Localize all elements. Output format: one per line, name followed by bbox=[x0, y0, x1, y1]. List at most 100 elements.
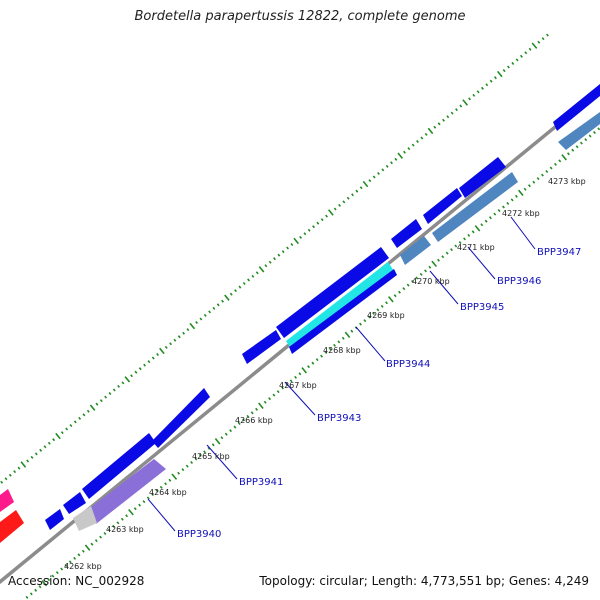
tick-dot bbox=[471, 230, 475, 234]
tick-dot bbox=[116, 521, 120, 525]
gene-arrow[interactable] bbox=[242, 330, 281, 364]
tick-dot bbox=[368, 179, 372, 183]
tick-dot bbox=[381, 168, 385, 172]
tick-dot bbox=[307, 228, 311, 232]
tick-dot bbox=[527, 184, 531, 188]
gene-arrow[interactable] bbox=[82, 433, 156, 499]
gene-label-bpp3945[interactable]: BPP3945 bbox=[460, 302, 504, 313]
tick-dot bbox=[60, 567, 64, 571]
tick-dot bbox=[420, 136, 424, 140]
tick-dot bbox=[112, 388, 116, 392]
leader-line bbox=[467, 246, 496, 280]
tick-dot bbox=[51, 574, 55, 578]
gene-arrow[interactable] bbox=[0, 510, 24, 543]
tick-dot bbox=[173, 338, 177, 342]
gene-label-bpp3943[interactable]: BPP3943 bbox=[317, 413, 361, 424]
gene-arrow[interactable] bbox=[286, 262, 394, 350]
tick-dot bbox=[60, 431, 64, 435]
tick-dot bbox=[566, 152, 570, 156]
tick-dot bbox=[531, 42, 538, 49]
tick-dot bbox=[155, 489, 159, 493]
tick-dot bbox=[47, 578, 51, 582]
outer-track-genes bbox=[0, 84, 600, 543]
tick-dot bbox=[77, 553, 81, 557]
tick-dot bbox=[128, 508, 134, 516]
tick-dot bbox=[238, 285, 242, 289]
tick-dot bbox=[246, 414, 250, 418]
tick-dot bbox=[524, 51, 528, 55]
tick-dot bbox=[255, 407, 259, 411]
tick-dot bbox=[397, 152, 404, 159]
gene-arrow[interactable] bbox=[400, 236, 431, 265]
tick-dot bbox=[333, 207, 337, 211]
tick-dot bbox=[182, 331, 186, 335]
scale-tick-label: 4267 kbp bbox=[279, 381, 317, 390]
tick-dot bbox=[34, 452, 38, 456]
gene-arrow[interactable] bbox=[558, 112, 600, 150]
tick-dot bbox=[493, 76, 497, 80]
tick-dot bbox=[480, 86, 484, 90]
gene-label-bpp3947[interactable]: BPP3947 bbox=[537, 247, 581, 258]
gene-label-bpp3940[interactable]: BPP3940 bbox=[177, 529, 221, 540]
gene-arrow[interactable] bbox=[423, 188, 462, 224]
tick-dot bbox=[78, 416, 82, 420]
tick-dot bbox=[65, 427, 69, 431]
tick-dot bbox=[268, 397, 272, 401]
tick-dot bbox=[29, 592, 33, 596]
tick-dot bbox=[13, 470, 17, 474]
tick-dot bbox=[281, 386, 285, 390]
tick-dot bbox=[169, 342, 173, 346]
gene-label-bpp3946[interactable]: BPP3946 bbox=[497, 276, 541, 287]
tick-dot bbox=[159, 485, 163, 489]
tick-dot bbox=[350, 329, 354, 333]
gene-arrow[interactable] bbox=[459, 157, 506, 198]
tick-dot bbox=[416, 140, 419, 143]
gene-arrow[interactable] bbox=[90, 459, 166, 524]
tick-dot bbox=[258, 402, 264, 409]
tick-dot bbox=[514, 194, 518, 198]
tick-dot bbox=[142, 500, 146, 504]
gene-arrow[interactable] bbox=[432, 172, 518, 242]
tick-dot bbox=[181, 468, 185, 472]
tick-dot bbox=[445, 251, 449, 255]
tick-dot bbox=[237, 421, 241, 426]
tick-dot bbox=[437, 258, 440, 262]
tick-dot bbox=[81, 549, 85, 553]
tick-dot bbox=[216, 303, 220, 307]
tick-dot bbox=[86, 409, 90, 413]
gene-arrow[interactable] bbox=[553, 84, 600, 131]
tick-dot bbox=[156, 353, 160, 356]
tick-dot bbox=[301, 367, 308, 374]
gene-arrow[interactable] bbox=[63, 492, 86, 514]
tick-dot bbox=[437, 122, 441, 126]
gene-arrow[interactable] bbox=[391, 219, 422, 248]
gene-arrow[interactable] bbox=[45, 509, 64, 530]
gene-arrow[interactable] bbox=[0, 489, 14, 512]
leader-line bbox=[284, 381, 316, 416]
tick-dot bbox=[406, 283, 410, 287]
tick-dot bbox=[133, 507, 137, 511]
tick-dot bbox=[138, 503, 142, 507]
tick-dot bbox=[255, 271, 259, 275]
tick-dot bbox=[20, 461, 27, 468]
tick-dot bbox=[312, 225, 316, 229]
gene-arrow[interactable] bbox=[73, 506, 97, 531]
tick-dot bbox=[372, 175, 376, 179]
tick-dot bbox=[194, 457, 198, 461]
tick-dot bbox=[234, 289, 238, 293]
tick-dot bbox=[94, 539, 98, 543]
tick-dot bbox=[427, 127, 434, 135]
tick-dot bbox=[47, 441, 51, 445]
tick-dot bbox=[242, 281, 246, 286]
tick-dot bbox=[337, 340, 341, 344]
gene-label-bpp3944[interactable]: BPP3944 bbox=[386, 359, 430, 370]
gene-arrow[interactable] bbox=[152, 388, 210, 448]
tick-dot bbox=[501, 205, 505, 209]
tick-dot bbox=[268, 260, 272, 264]
gene-label-bpp3941[interactable]: BPP3941 bbox=[239, 477, 283, 488]
tick-dot bbox=[476, 90, 480, 94]
gene-arrow[interactable] bbox=[276, 247, 389, 338]
tick-dot bbox=[263, 400, 267, 404]
gene-arrow[interactable] bbox=[289, 269, 397, 354]
tick-dot bbox=[315, 358, 319, 362]
